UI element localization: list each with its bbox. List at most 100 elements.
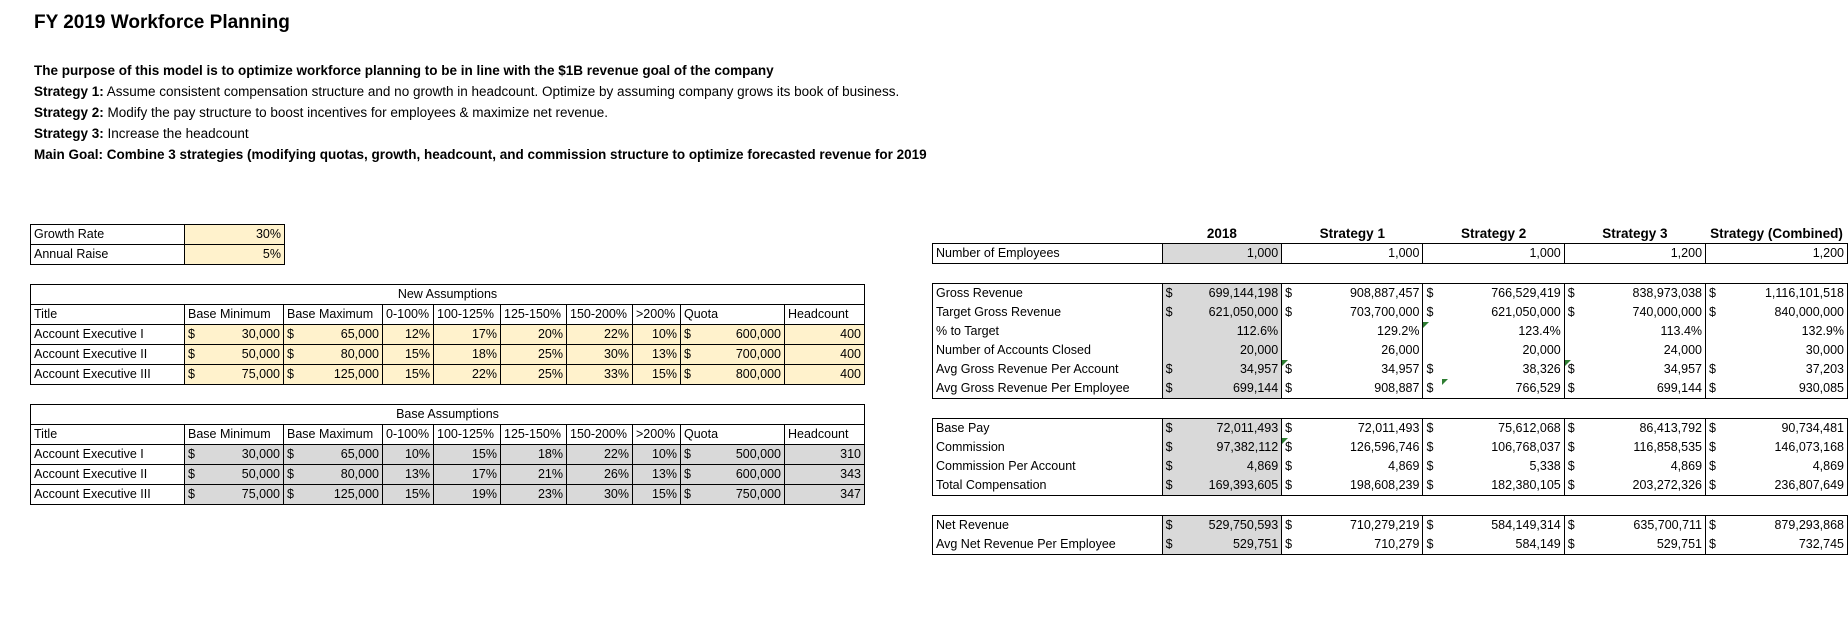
quota-cell[interactable]: 700,000 bbox=[699, 344, 785, 365]
quota-cell[interactable]: 600,000 bbox=[699, 324, 785, 345]
value-strategy-3[interactable]: 203,272,326 bbox=[1583, 476, 1707, 496]
tier-3-cell[interactable]: 21% bbox=[500, 464, 567, 485]
value-strategy-3[interactable]: 838,973,038 bbox=[1583, 283, 1707, 303]
quota-cell[interactable]: 500,000 bbox=[699, 444, 785, 465]
tier-2-cell[interactable]: 15% bbox=[433, 444, 501, 465]
headcount-cell[interactable]: 400 bbox=[784, 364, 865, 385]
value-strategy-3[interactable]: 86,413,792 bbox=[1583, 418, 1707, 438]
value-strategy-1[interactable]: 126,596,746 bbox=[1300, 438, 1424, 457]
base-min-cell[interactable]: 50,000 bbox=[203, 464, 284, 485]
value-strategy-2[interactable]: 621,050,000 bbox=[1441, 303, 1565, 322]
value-strategy-3[interactable]: 740,000,000 bbox=[1583, 303, 1707, 322]
value-strategy-2[interactable]: 584,149 bbox=[1441, 535, 1565, 555]
base-max-cell[interactable]: 80,000 bbox=[302, 464, 383, 485]
value-strategy-2[interactable]: 584,149,314 bbox=[1441, 515, 1565, 535]
annual-raise-cell[interactable]: 5% bbox=[184, 244, 285, 265]
value-strategy-2[interactable]: 766,529,419 bbox=[1441, 283, 1565, 303]
value-strategy-2[interactable]: 123.4% bbox=[1422, 322, 1565, 341]
tier-1-cell[interactable]: 15% bbox=[382, 484, 434, 505]
base-min-cell[interactable]: 75,000 bbox=[203, 484, 284, 505]
value-strategy-3[interactable]: 116,858,535 bbox=[1583, 438, 1707, 457]
tier-2-cell[interactable]: 18% bbox=[433, 344, 501, 365]
value-strategy-1[interactable]: 908,887,457 bbox=[1300, 283, 1424, 303]
value-2018[interactable]: 529,750,593 bbox=[1181, 515, 1283, 535]
headcount-cell[interactable]: 343 bbox=[784, 464, 865, 485]
value-strategy-combined[interactable]: 930,085 bbox=[1724, 379, 1848, 399]
tier-2-cell[interactable]: 17% bbox=[433, 324, 501, 345]
tier-3-cell[interactable]: 18% bbox=[500, 444, 567, 465]
value-2018[interactable]: 1,000 bbox=[1162, 243, 1283, 264]
value-strategy-3[interactable]: 34,957 bbox=[1583, 360, 1707, 379]
tier-4-cell[interactable]: 30% bbox=[566, 344, 633, 365]
value-2018[interactable]: 621,050,000 bbox=[1181, 303, 1283, 322]
value-strategy-combined[interactable]: 37,203 bbox=[1724, 360, 1848, 379]
value-strategy-combined[interactable]: 30,000 bbox=[1705, 341, 1848, 360]
tier-3-cell[interactable]: 25% bbox=[500, 364, 567, 385]
value-strategy-combined[interactable]: 1,116,101,518 bbox=[1724, 283, 1848, 303]
value-2018[interactable]: 72,011,493 bbox=[1181, 418, 1283, 438]
quota-cell[interactable]: 600,000 bbox=[699, 464, 785, 485]
value-strategy-combined[interactable]: 1,200 bbox=[1705, 243, 1848, 264]
value-strategy-3[interactable]: 24,000 bbox=[1564, 341, 1707, 360]
value-2018[interactable]: 169,393,605 bbox=[1181, 476, 1283, 496]
tier-5-cell[interactable]: 15% bbox=[632, 364, 681, 385]
quota-cell[interactable]: 750,000 bbox=[699, 484, 785, 505]
value-2018[interactable]: 699,144,198 bbox=[1181, 283, 1283, 303]
base-max-cell[interactable]: 65,000 bbox=[302, 324, 383, 345]
tier-1-cell[interactable]: 12% bbox=[382, 324, 434, 345]
value-strategy-3[interactable]: 635,700,711 bbox=[1583, 515, 1707, 535]
tier-4-cell[interactable]: 30% bbox=[566, 484, 633, 505]
base-min-cell[interactable]: 30,000 bbox=[203, 444, 284, 465]
tier-5-cell[interactable]: 10% bbox=[632, 324, 681, 345]
value-strategy-1[interactable]: 1,000 bbox=[1281, 243, 1424, 264]
tier-2-cell[interactable]: 22% bbox=[433, 364, 501, 385]
value-strategy-3[interactable]: 529,751 bbox=[1583, 535, 1707, 555]
value-strategy-2[interactable]: 106,768,037 bbox=[1441, 438, 1565, 457]
base-min-cell[interactable]: 30,000 bbox=[203, 324, 284, 345]
headcount-cell[interactable]: 347 bbox=[784, 484, 865, 505]
base-max-cell[interactable]: 125,000 bbox=[302, 484, 383, 505]
value-2018[interactable]: 529,751 bbox=[1181, 535, 1283, 555]
value-strategy-2[interactable]: 75,612,068 bbox=[1441, 418, 1565, 438]
value-strategy-combined[interactable]: 4,869 bbox=[1724, 457, 1848, 476]
tier-3-cell[interactable]: 25% bbox=[500, 344, 567, 365]
value-strategy-1[interactable]: 198,608,239 bbox=[1300, 476, 1424, 496]
value-strategy-3[interactable]: 1,200 bbox=[1564, 243, 1707, 264]
tier-4-cell[interactable]: 26% bbox=[566, 464, 633, 485]
quota-cell[interactable]: 800,000 bbox=[699, 364, 785, 385]
tier-1-cell[interactable]: 13% bbox=[382, 464, 434, 485]
base-max-cell[interactable]: 80,000 bbox=[302, 344, 383, 365]
tier-3-cell[interactable]: 23% bbox=[500, 484, 567, 505]
value-strategy-1[interactable]: 710,279,219 bbox=[1300, 515, 1424, 535]
tier-5-cell[interactable]: 13% bbox=[632, 464, 681, 485]
value-strategy-combined[interactable]: 90,734,481 bbox=[1724, 418, 1848, 438]
value-strategy-combined[interactable]: 879,293,868 bbox=[1724, 515, 1848, 535]
base-max-cell[interactable]: 65,000 bbox=[302, 444, 383, 465]
value-strategy-2[interactable]: 38,326 bbox=[1441, 360, 1565, 379]
headcount-cell[interactable]: 400 bbox=[784, 324, 865, 345]
value-strategy-2[interactable]: 766,529 bbox=[1441, 379, 1565, 399]
tier-5-cell[interactable]: 13% bbox=[632, 344, 681, 365]
value-strategy-1[interactable]: 129.2% bbox=[1281, 322, 1424, 341]
value-strategy-1[interactable]: 72,011,493 bbox=[1300, 418, 1424, 438]
value-strategy-3[interactable]: 699,144 bbox=[1583, 379, 1707, 399]
value-strategy-3[interactable]: 4,869 bbox=[1583, 457, 1707, 476]
value-2018[interactable]: 699,144 bbox=[1181, 379, 1283, 399]
value-strategy-combined[interactable]: 132.9% bbox=[1705, 322, 1848, 341]
tier-1-cell[interactable]: 15% bbox=[382, 364, 434, 385]
tier-3-cell[interactable]: 20% bbox=[500, 324, 567, 345]
value-2018[interactable]: 34,957 bbox=[1181, 360, 1283, 379]
tier-4-cell[interactable]: 22% bbox=[566, 324, 633, 345]
tier-1-cell[interactable]: 15% bbox=[382, 344, 434, 365]
tier-1-cell[interactable]: 10% bbox=[382, 444, 434, 465]
value-strategy-3[interactable]: 113.4% bbox=[1564, 322, 1707, 341]
value-strategy-1[interactable]: 703,700,000 bbox=[1300, 303, 1424, 322]
value-strategy-2[interactable]: 1,000 bbox=[1422, 243, 1565, 264]
value-strategy-2[interactable]: 182,380,105 bbox=[1441, 476, 1565, 496]
value-strategy-1[interactable]: 908,887 bbox=[1300, 379, 1424, 399]
value-2018[interactable]: 20,000 bbox=[1162, 341, 1283, 360]
tier-2-cell[interactable]: 17% bbox=[433, 464, 501, 485]
headcount-cell[interactable]: 310 bbox=[784, 444, 865, 465]
value-strategy-1[interactable]: 4,869 bbox=[1300, 457, 1424, 476]
tier-5-cell[interactable]: 15% bbox=[632, 484, 681, 505]
